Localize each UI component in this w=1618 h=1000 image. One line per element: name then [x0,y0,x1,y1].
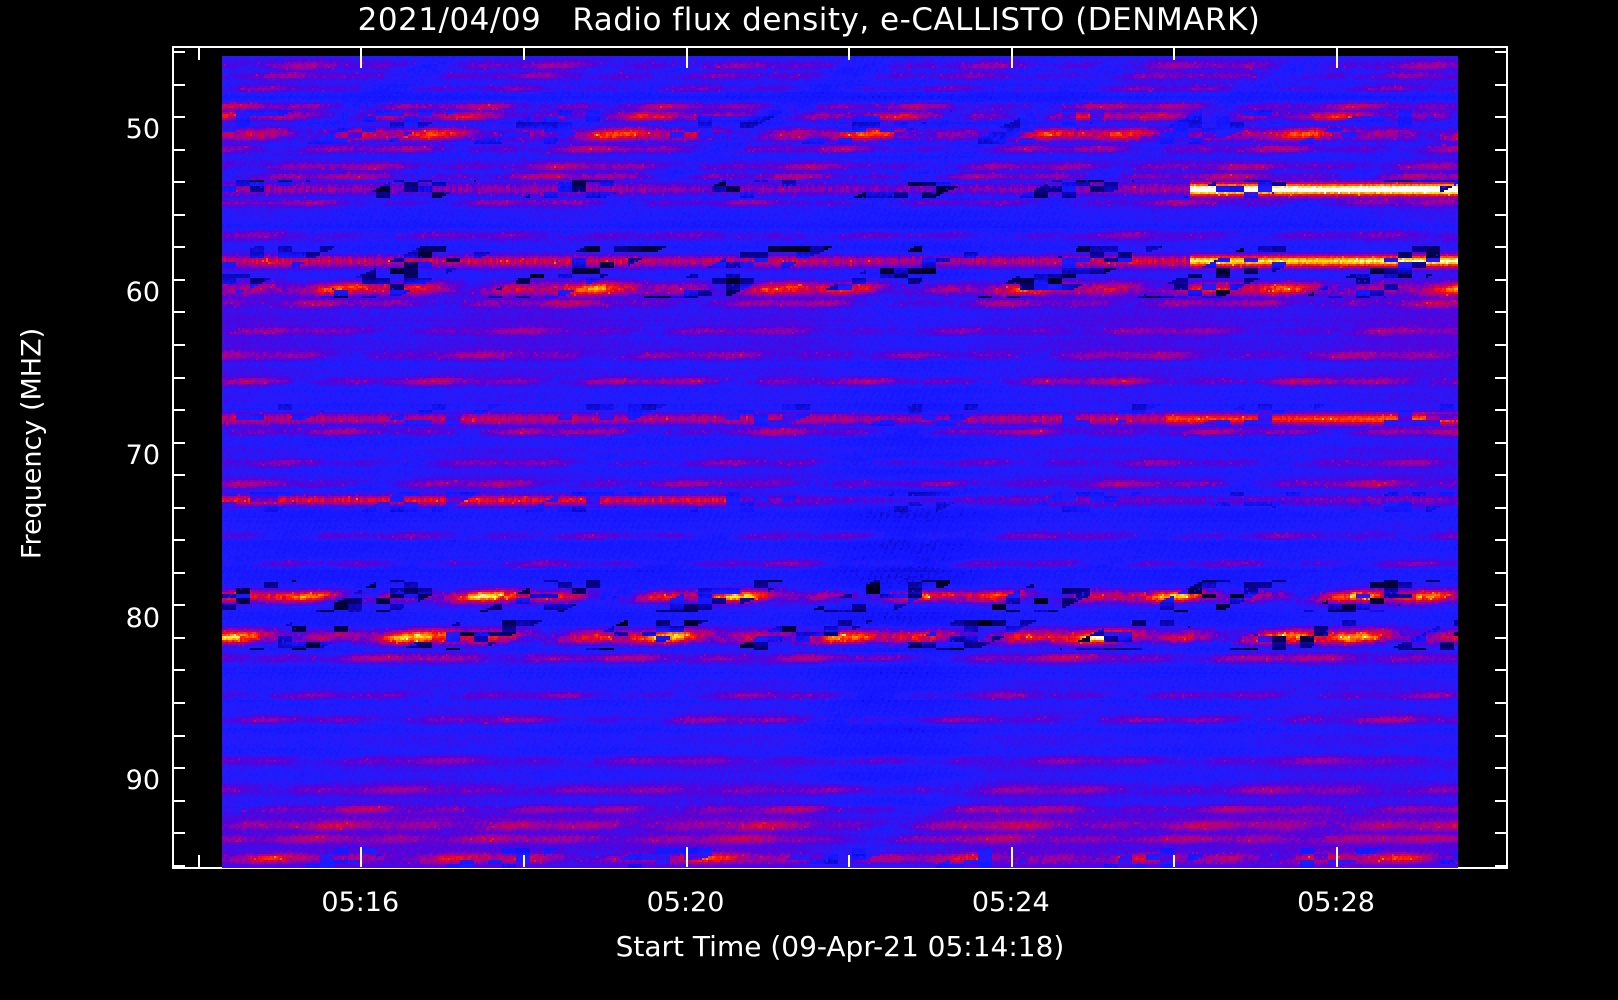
x-minor-tick [1173,855,1175,867]
y-minor-tick-right [1495,279,1506,281]
x-major-tick-top [1336,48,1338,68]
y-minor-tick [174,865,185,867]
y-minor-tick-right [1495,442,1506,444]
y-tick-label: 80 [125,602,160,634]
x-major-tick [360,847,362,867]
y-minor-tick-right [1495,572,1506,574]
y-tick-label: 50 [125,114,160,146]
y-minor-tick-right [1495,539,1506,541]
x-major-tick [1011,847,1013,867]
y-minor-tick [174,702,185,704]
y-minor-tick [174,572,185,574]
y-minor-tick [174,507,185,509]
y-minor-tick [174,604,185,606]
page-title: 2021/04/09 Radio flux density, e-CALLIST… [357,2,1261,38]
y-minor-tick-right [1495,604,1506,606]
x-minor-tick [523,855,525,867]
x-major-tick-top [686,48,688,68]
y-minor-tick [174,344,185,346]
y-minor-tick-right [1495,637,1506,639]
y-minor-tick [174,279,185,281]
y-minor-tick-right [1495,246,1506,248]
x-major-tick-top [1011,48,1013,68]
y-minor-tick [174,409,185,411]
y-minor-tick-right [1495,214,1506,216]
y-minor-tick-right [1495,800,1506,802]
x-tick-label: 05:20 [646,887,725,918]
y-minor-tick-right [1495,377,1506,379]
x-tick-label: 05:24 [971,887,1050,918]
y-minor-tick [174,84,185,86]
x-tick-label: 05:16 [321,887,400,918]
y-minor-tick [174,832,185,834]
y-minor-tick [174,669,185,671]
y-minor-tick [174,311,185,313]
y-minor-tick-right [1495,702,1506,704]
y-minor-tick-right [1495,669,1506,671]
x-major-tick [686,847,688,867]
y-tick-label: 70 [125,439,160,471]
x-minor-tick-top [198,48,200,60]
x-tick-label: 05:28 [1297,887,1375,918]
y-minor-tick-right [1495,149,1506,151]
y-minor-tick [174,116,185,118]
x-minor-tick-top [848,48,850,60]
y-minor-tick-right [1495,474,1506,476]
y-minor-tick [174,539,185,541]
x-minor-tick-top [1173,48,1175,60]
y-tick-label: 90 [125,765,160,797]
x-minor-tick [848,855,850,867]
y-minor-tick [174,214,185,216]
y-minor-tick [174,767,185,769]
y-minor-tick [174,735,185,737]
x-major-tick-top [360,48,362,68]
y-minor-tick [174,474,185,476]
y-minor-tick [174,246,185,248]
spectrogram-image [222,56,1458,868]
y-minor-tick-right [1495,311,1506,313]
y-minor-tick-right [1495,344,1506,346]
y-minor-tick-right [1495,84,1506,86]
x-major-tick [1336,847,1338,867]
y-minor-tick-right [1495,865,1506,867]
y-minor-tick-right [1495,832,1506,834]
y-minor-tick [174,377,185,379]
plot-frame [172,46,1508,869]
spectrogram-canvas [222,56,1458,868]
y-minor-tick-right [1495,409,1506,411]
y-minor-tick [174,800,185,802]
y-minor-tick [174,442,185,444]
y-minor-tick-right [1495,51,1506,53]
y-minor-tick [174,51,185,53]
y-minor-tick-right [1495,116,1506,118]
x-axis-title: Start Time (09-Apr-21 05:14:18) [615,930,1065,963]
y-minor-tick-right [1495,507,1506,509]
y-axis-title: Frequency (MHZ) [16,327,48,560]
y-minor-tick [174,637,185,639]
y-minor-tick-right [1495,735,1506,737]
x-minor-tick [198,855,200,867]
y-minor-tick-right [1495,181,1506,183]
x-minor-tick-top [523,48,525,60]
y-minor-tick [174,181,185,183]
y-minor-tick [174,149,185,151]
y-tick-label: 60 [125,277,160,309]
y-minor-tick-right [1495,767,1506,769]
